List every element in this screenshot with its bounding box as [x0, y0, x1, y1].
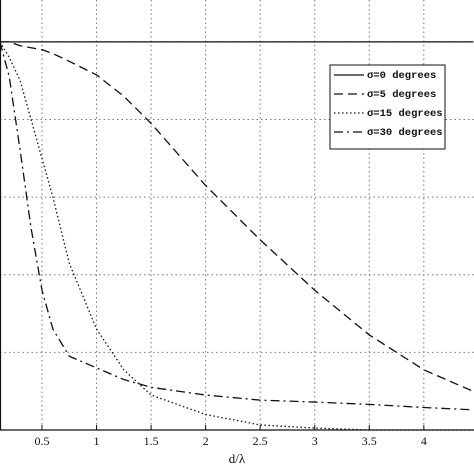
x-tick-label: 0.5 [35, 434, 50, 448]
x-tick-label: 1.5 [144, 434, 159, 448]
line-series [0, 41, 474, 392]
x-tick-label: 2.5 [253, 434, 268, 448]
line-series [0, 41, 473, 431]
line-series [0, 41, 473, 411]
x-tick-label: 3.5 [362, 434, 377, 448]
legend-label: σ=0 degrees [367, 70, 436, 82]
x-tick-label: 4 [421, 434, 427, 448]
legend-label: σ=15 degrees [367, 108, 443, 120]
legend-box [329, 64, 446, 150]
x-tick-label: 3 [312, 434, 318, 448]
legend-label: σ=30 degrees [367, 127, 443, 139]
x-tick-label: 1 [94, 434, 100, 448]
x-axis-label: d/λ [229, 451, 246, 466]
legend-label: σ=5 degrees [367, 89, 436, 101]
x-tick-label: 2 [203, 434, 209, 448]
legend: σ=0 degrees σ=5 degrees σ=15 degrees σ=30 d… [329, 64, 446, 150]
